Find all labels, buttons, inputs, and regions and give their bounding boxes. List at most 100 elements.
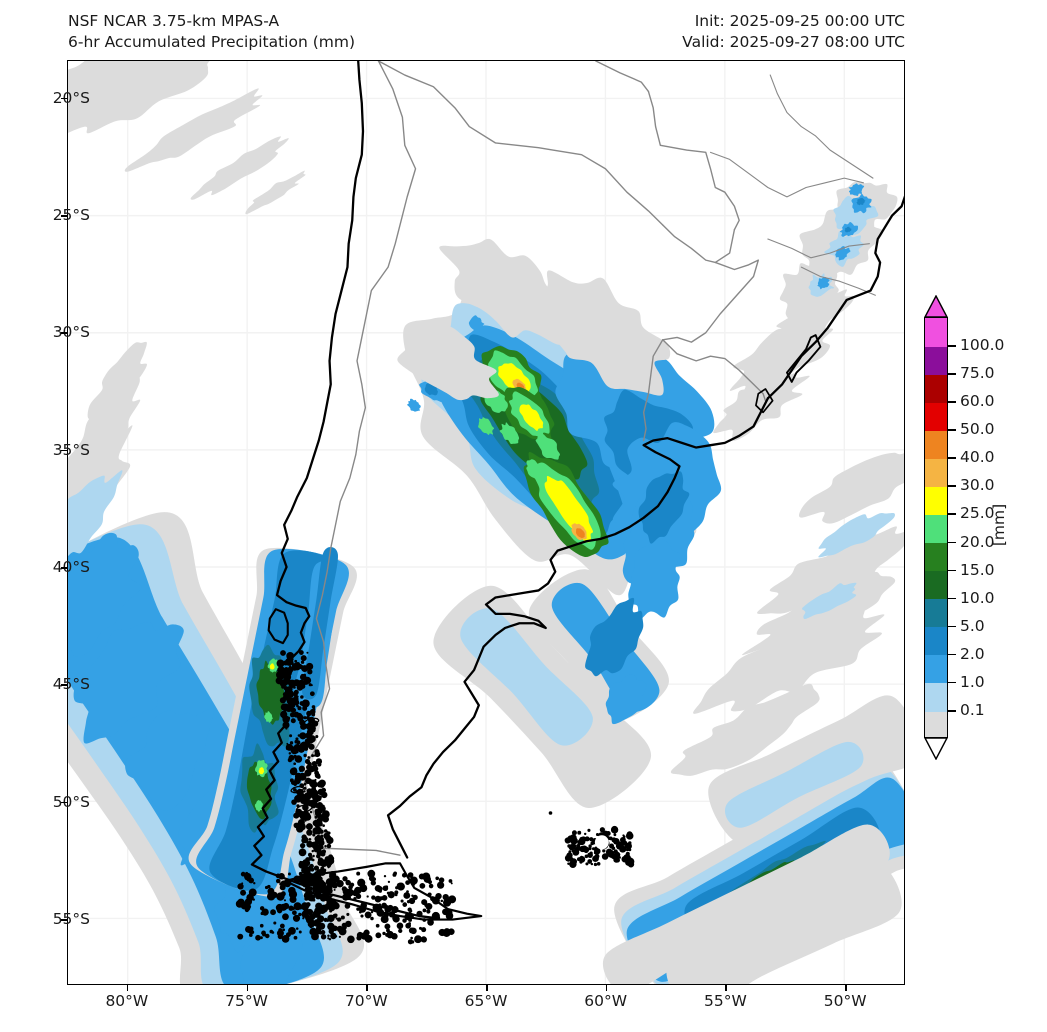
precip-contour: [439, 238, 575, 345]
colorbar-tick-mark: [948, 653, 956, 656]
colorbar-segment: [925, 318, 947, 347]
precip-contour: [628, 539, 680, 621]
valid-time-label: Valid: 2025-09-27 08:00 UTC: [682, 33, 905, 51]
precip-contour: [817, 277, 830, 290]
colorbar-tick-mark: [948, 625, 956, 628]
colorbar-tick-mark: [948, 597, 956, 600]
map-outline: [786, 334, 822, 383]
map-outline: [284, 862, 483, 921]
falkland-islands: [548, 811, 635, 868]
precip-contour: [801, 582, 857, 619]
map-outline: [595, 61, 650, 93]
longitude-tick-mark: [366, 985, 368, 991]
precip-contour: [844, 226, 852, 233]
colorbar-segment: [925, 570, 947, 600]
precip-contour: [264, 711, 273, 723]
latitude-tick-mark: [61, 567, 67, 569]
longitude-tick-mark: [126, 985, 129, 991]
colorbar-tick-label: 25.0: [960, 504, 995, 523]
colorbar-tick-label: 2.0: [960, 644, 985, 663]
map-outline: [662, 339, 767, 402]
colorbar-tick-label: 10.0: [960, 588, 995, 607]
colorbar-over-arrow: [924, 295, 948, 318]
precip-contour: [397, 326, 499, 401]
longitude-tick-mark: [725, 985, 728, 991]
precip-contour: [269, 663, 275, 670]
colorbar-tick-mark: [948, 429, 956, 431]
latitude-tick-mark: [61, 97, 67, 100]
map-outline: [755, 388, 774, 414]
colorbar-under-arrow: [924, 737, 948, 760]
precip-contour: [499, 422, 520, 445]
longitude-tick-label: 65°W: [464, 992, 508, 1010]
colorbar-tick-label: 0.1: [960, 700, 985, 719]
colorbar-body: [924, 317, 948, 738]
map-outline: [303, 717, 320, 726]
colorbar-tick-mark: [948, 681, 956, 684]
map-outline: [767, 238, 870, 259]
map-outline: [800, 266, 876, 296]
latitude-tick-label: 35°S: [52, 440, 90, 459]
figure-title-left: NSF NCAR 3.75-km MPAS-A 6-hr Accumulated…: [68, 11, 355, 53]
colorbar-segment: [925, 710, 947, 737]
precip-contour: [124, 88, 263, 172]
latitude-tick-mark: [61, 449, 67, 452]
map-plot-area[interactable]: [67, 60, 905, 985]
precip-contour: [638, 471, 690, 544]
longitude-tick-label: 55°W: [704, 992, 747, 1010]
longitude-tick-label: 75°W: [225, 992, 268, 1010]
map-outline: [250, 61, 440, 920]
colorbar-tick-mark: [948, 345, 956, 347]
longitude-tick-label: 60°W: [584, 992, 628, 1010]
map-outline: [290, 785, 305, 794]
longitude-tick-mark: [605, 985, 608, 991]
colorbar-tick-mark: [948, 709, 956, 712]
colorbar-tick-label: 50.0: [960, 420, 995, 439]
precip-contour: [603, 824, 890, 984]
precip-contour: [766, 288, 855, 351]
precip-contour: [542, 270, 671, 396]
colorbar-segment: [925, 626, 947, 656]
colorbar-tick-mark: [948, 569, 956, 572]
precip-contour: [575, 528, 585, 539]
precip-contour: [254, 800, 264, 812]
map-outline: [647, 90, 740, 231]
precip-contour: [73, 622, 184, 744]
latitude-tick-label: 25°S: [52, 205, 90, 224]
colorbar-segment: [925, 514, 947, 544]
precip-contour: [535, 433, 560, 460]
latitude-tick-mark: [61, 214, 67, 217]
colorbar-tick-label: 15.0: [960, 560, 995, 579]
colorbar-segment: [925, 682, 947, 712]
precip-contour: [68, 532, 142, 657]
map-outline: [386, 397, 769, 859]
colorbar[interactable]: 0.1 1.0 2.0 5.0 10.0 15.0 20.0 25.0 30.0…: [924, 295, 1004, 760]
map-outline: [377, 61, 664, 226]
colorbar-segment: [925, 598, 947, 628]
figure-title-right: Init: 2025-09-25 00:00 UTC Valid: 2025-0…: [682, 11, 905, 53]
longitude-tick-label: 50°W: [823, 992, 867, 1010]
precip-contour: [302, 547, 338, 700]
colorbar-tick-label: 20.0: [960, 532, 995, 551]
map-outline: [662, 259, 759, 343]
colorbar-tick-mark: [948, 541, 956, 544]
precip-contour: [666, 860, 902, 984]
coastlines: [235, 61, 904, 945]
map-outline: [709, 151, 864, 198]
precip-contour: [757, 526, 904, 615]
colorbar-tick-mark: [948, 485, 956, 487]
map-svg: [68, 61, 904, 984]
precip-contour: [848, 183, 865, 196]
colorbar-tick-mark: [948, 401, 956, 403]
precip-contour: [190, 136, 289, 200]
latitude-tick-label: 20°S: [52, 88, 90, 107]
precip-contour: [799, 452, 904, 524]
map-outline: [295, 804, 314, 813]
precip-contour: [526, 459, 546, 483]
map-outline: [662, 224, 736, 264]
colorbar-segment: [925, 458, 947, 487]
colorbar-tick-mark: [948, 513, 956, 516]
precipitation-contours: [68, 61, 904, 984]
colorbar-tick-label: 60.0: [960, 392, 995, 411]
precip-contour: [460, 608, 593, 746]
